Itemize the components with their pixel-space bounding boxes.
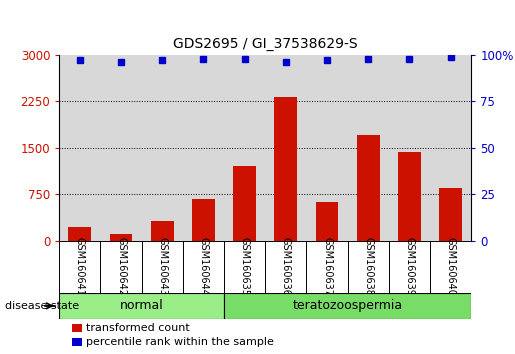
Bar: [68, 227, 91, 241]
Text: GSM160641: GSM160641: [75, 238, 85, 296]
Bar: [233, 166, 256, 241]
Bar: [398, 152, 421, 241]
Text: normal: normal: [120, 299, 163, 312]
Text: GSM160640: GSM160640: [445, 238, 456, 296]
Text: transformed count: transformed count: [86, 324, 190, 333]
Text: GSM160639: GSM160639: [404, 238, 415, 296]
Text: disease state: disease state: [5, 301, 79, 311]
Text: GSM160638: GSM160638: [363, 238, 373, 296]
Bar: [274, 97, 297, 241]
Bar: [59, 293, 224, 319]
Text: GSM160642: GSM160642: [116, 238, 126, 296]
Text: percentile rank within the sample: percentile rank within the sample: [86, 337, 274, 347]
Title: GDS2695 / GI_37538629-S: GDS2695 / GI_37538629-S: [173, 37, 357, 51]
Bar: [357, 135, 380, 241]
Text: GSM160635: GSM160635: [239, 238, 250, 296]
Bar: [192, 199, 215, 241]
Bar: [72, 324, 82, 332]
Text: GSM160644: GSM160644: [198, 238, 209, 296]
Bar: [224, 293, 471, 319]
Text: GSM160636: GSM160636: [281, 238, 291, 296]
Bar: [439, 188, 462, 241]
Bar: [151, 221, 174, 241]
Bar: [72, 337, 82, 346]
Text: GSM160643: GSM160643: [157, 238, 167, 296]
Bar: [110, 234, 132, 241]
Text: GSM160637: GSM160637: [322, 238, 332, 296]
Bar: [316, 202, 338, 241]
Text: teratozoospermia: teratozoospermia: [293, 299, 403, 312]
